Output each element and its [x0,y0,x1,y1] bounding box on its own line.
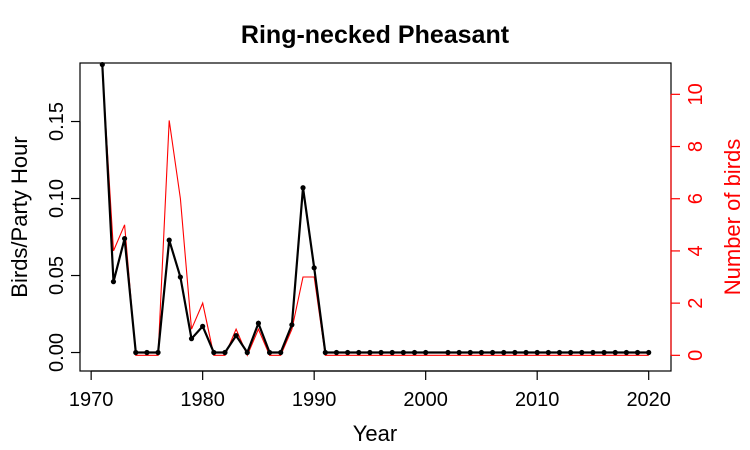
birds-per-party-hour-point [122,235,128,242]
y-left-tick-label: 0.10 [46,179,68,218]
birds-per-party-hour-point [166,237,172,243]
x-tick-label: 2020 [626,389,671,411]
birds-per-party-hour-point [222,349,228,356]
y-right-tick-label: 4 [685,245,707,256]
birds-per-party-hour-point [333,349,340,356]
birds-per-party-hour-point [646,349,652,356]
y-right-tick-label: 8 [685,141,707,152]
birds-per-party-hour-point [400,349,406,356]
y-right-tick-label: 6 [685,193,707,204]
y-axis-label-left: Birds/Party Hour [7,136,32,297]
birds-per-party-hour-point [423,349,429,356]
birds-per-party-hour-point [523,349,529,356]
y-axis-right: 0 2 4 6 8 10 [670,83,707,361]
birds-per-party-hour-point [579,349,585,356]
birds-per-party-hour-point [612,349,618,356]
x-axis: 1970 1980 1990 2000 2010 2020 [69,370,671,411]
birds-per-party-hour-point [244,349,250,356]
y-right-tick-label: 10 [685,83,707,105]
birds-per-party-hour-point [501,349,507,356]
birds-per-party-hour-point [345,349,351,356]
x-tick-label: 1990 [292,389,337,411]
birds-per-party-hour-point [322,349,328,356]
birds-per-party-hour-point [411,349,418,356]
birds-per-party-hour-point [590,349,596,356]
birds-per-party-hour-point [601,349,607,356]
y-left-tick-label: 0.15 [46,102,68,141]
x-tick-label: 2000 [403,389,448,411]
birds-per-party-hour-point [155,349,161,356]
y-axis-label-right: Number of birds [720,139,745,296]
birds-per-party-hour-point [311,265,317,271]
number-of-birds-line [101,68,649,357]
chart-title: Ring-necked Pheasant [241,21,510,49]
birds-per-party-hour-point [99,61,105,68]
birds-per-party-hour-point [456,349,462,356]
birds-per-party-hour-point [534,349,540,356]
birds-per-party-hour-point [467,349,473,356]
birds-per-party-hour-point [623,349,629,356]
birds-per-party-hour-point [568,349,574,356]
birds-per-party-hour-point [188,336,195,342]
y-right-tick-label: 2 [685,298,707,309]
y-axis-left: 0.00 0.05 0.10 0.15 [46,102,81,372]
series-layer [99,61,652,357]
birds-per-party-hour-point [634,349,641,356]
birds-per-party-hour-point [478,349,485,356]
x-tick-label: 1970 [69,389,114,411]
birds-per-party-hour-point [177,274,183,280]
birds-per-party-hour-point [144,349,150,356]
birds-per-party-hour-point [545,349,551,356]
birds-per-party-hour-point [556,349,563,356]
birds-per-party-hour-point [255,320,262,326]
birds-per-party-hour-point [289,322,295,328]
plot-frame [79,62,672,372]
x-tick-label: 1980 [180,389,225,411]
birds-per-party-hour-point [489,349,496,356]
y-left-tick-label: 0.05 [46,256,68,295]
birds-per-party-hour-point [211,349,217,356]
x-tick-label: 2010 [515,389,560,411]
y-right-tick-label: 0 [685,350,707,361]
birds-per-party-hour-point [389,349,395,356]
birds-per-party-hour-point [110,279,117,285]
birds-per-party-hour-point [233,332,239,339]
birds-per-party-hour-point [445,349,451,356]
birds-per-party-hour-point [200,323,206,329]
birds-per-party-hour-point [133,349,139,356]
birds-per-party-hour-point [300,185,306,191]
birds-per-party-hour-point [278,349,284,356]
birds-per-party-hour-point [512,349,518,356]
birds-per-party-hour-point [266,349,273,356]
birds-per-party-hour-line [101,64,649,355]
birds-per-party-hour-point [356,349,362,356]
birds-per-party-hour-point [367,349,373,356]
y-left-tick-label: 0.00 [46,333,68,372]
birds-per-party-hour-point [378,349,384,356]
x-axis-label: Year [353,421,397,446]
